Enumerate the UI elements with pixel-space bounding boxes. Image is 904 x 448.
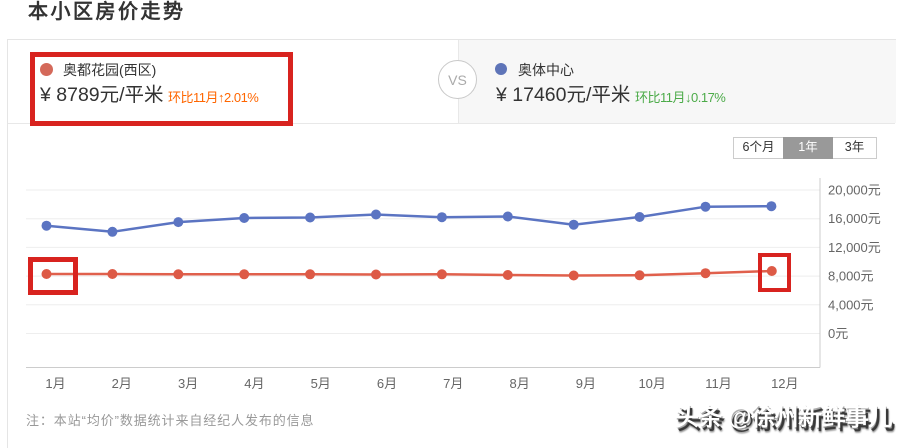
svg-text:11月: 11月 bbox=[705, 376, 732, 391]
svg-text:12,000元: 12,000元 bbox=[828, 240, 881, 255]
svg-text:4,000元: 4,000元 bbox=[828, 297, 874, 312]
svg-text:6月: 6月 bbox=[377, 376, 397, 391]
svg-text:8,000元: 8,000元 bbox=[828, 269, 874, 284]
svg-text:2月: 2月 bbox=[112, 376, 132, 391]
svg-text:8月: 8月 bbox=[509, 376, 529, 391]
svg-text:3月: 3月 bbox=[178, 376, 198, 391]
svg-text:12月: 12月 bbox=[771, 376, 798, 391]
svg-text:20,000元: 20,000元 bbox=[828, 183, 881, 198]
svg-text:9月: 9月 bbox=[576, 376, 596, 391]
svg-text:1月: 1月 bbox=[45, 376, 65, 391]
svg-text:7月: 7月 bbox=[443, 376, 463, 391]
svg-text:16,000元: 16,000元 bbox=[828, 211, 881, 226]
svg-text:4月: 4月 bbox=[244, 376, 264, 391]
svg-text:0元: 0元 bbox=[828, 326, 848, 341]
svg-text:5月: 5月 bbox=[311, 376, 331, 391]
svg-text:10月: 10月 bbox=[638, 376, 665, 391]
